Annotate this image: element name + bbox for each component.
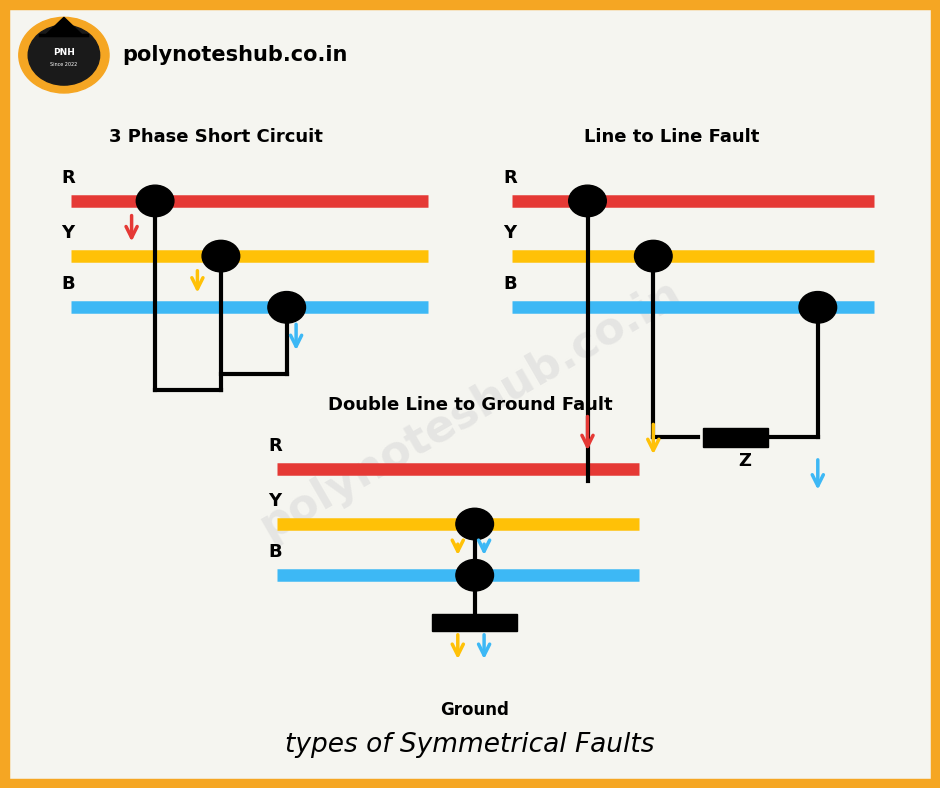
Circle shape: [136, 185, 174, 217]
Circle shape: [28, 25, 100, 85]
Text: Z: Z: [738, 452, 751, 470]
Text: PNH: PNH: [53, 47, 75, 57]
Text: R: R: [61, 169, 75, 187]
Circle shape: [456, 559, 494, 591]
Text: Ground: Ground: [440, 701, 509, 719]
Polygon shape: [45, 17, 83, 35]
Circle shape: [268, 292, 306, 323]
Text: Line to Line Fault: Line to Line Fault: [585, 128, 760, 146]
Text: B: B: [503, 275, 516, 293]
Text: Since 2022: Since 2022: [51, 62, 77, 67]
Circle shape: [202, 240, 240, 272]
Text: Z: Z: [503, 614, 516, 631]
Text: types of Symmetrical Faults: types of Symmetrical Faults: [285, 732, 655, 757]
Text: Y: Y: [61, 224, 74, 242]
Circle shape: [799, 292, 837, 323]
Circle shape: [19, 17, 109, 93]
Text: R: R: [503, 169, 517, 187]
Circle shape: [634, 240, 672, 272]
Text: B: B: [268, 543, 281, 561]
Circle shape: [569, 185, 606, 217]
Text: Y: Y: [503, 224, 516, 242]
Text: Double Line to Ground Fault: Double Line to Ground Fault: [328, 396, 612, 414]
Text: polynoteshub.co.in: polynoteshub.co.in: [252, 271, 688, 548]
Circle shape: [456, 508, 494, 540]
Text: Y: Y: [268, 492, 281, 510]
Text: 3 Phase Short Circuit: 3 Phase Short Circuit: [109, 128, 323, 146]
Text: B: B: [61, 275, 74, 293]
Bar: [702, 428, 768, 447]
Text: polynoteshub.co.in: polynoteshub.co.in: [122, 45, 348, 65]
Text: R: R: [268, 437, 282, 455]
Bar: [432, 614, 517, 631]
